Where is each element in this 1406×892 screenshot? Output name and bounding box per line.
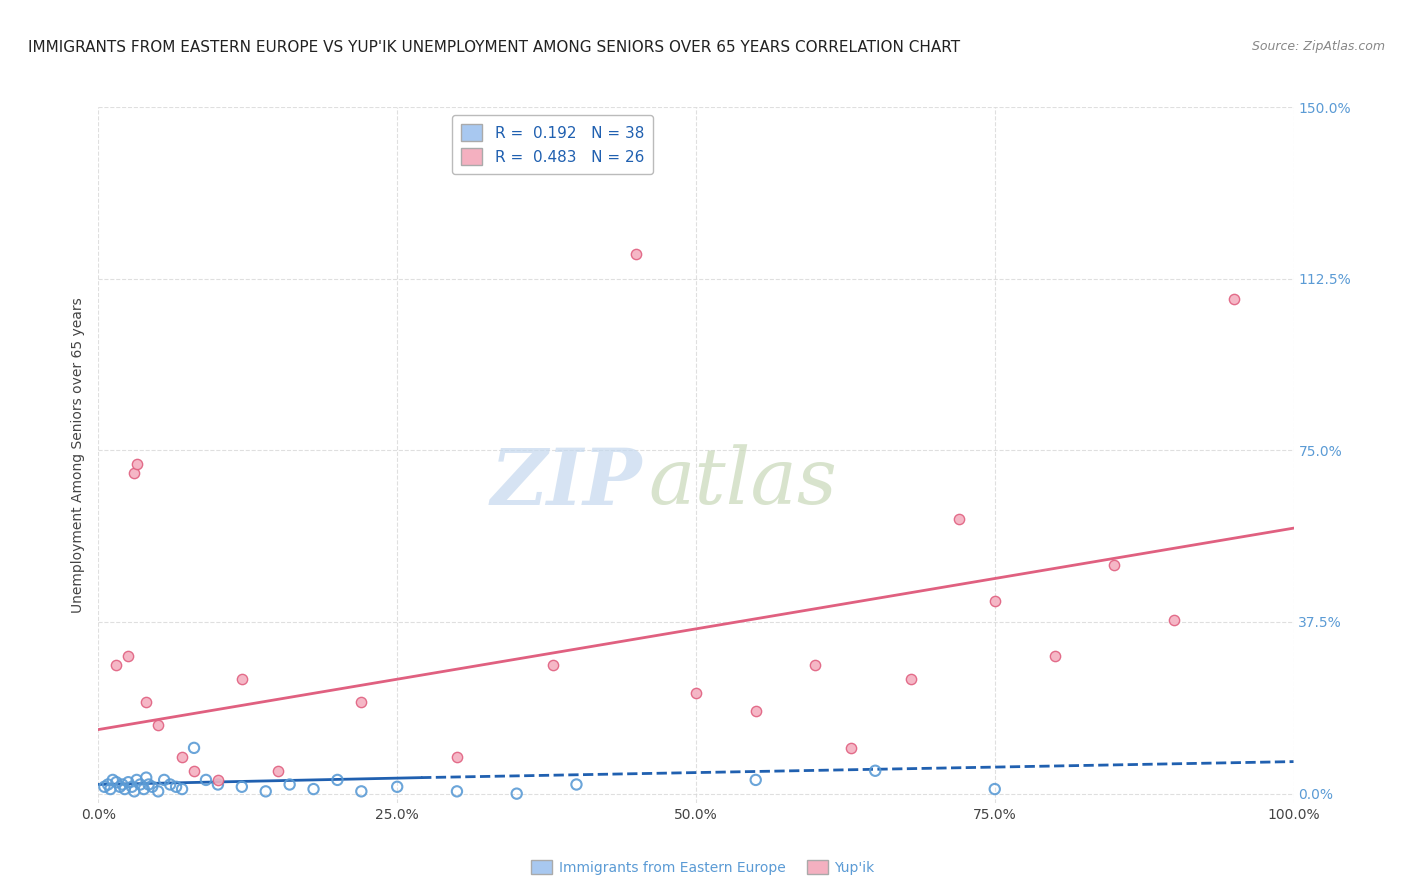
Point: [97, 777, 120, 791]
Point: [105, 775, 128, 789]
Point: [984, 594, 1007, 608]
Point: [138, 777, 160, 791]
Point: [172, 782, 194, 797]
Point: [159, 777, 181, 791]
Legend: Immigrants from Eastern Europe, Yup'ik: Immigrants from Eastern Europe, Yup'ik: [526, 855, 880, 880]
Legend: R =  0.192   N = 38, R =  0.483   N = 26: R = 0.192 N = 38, R = 0.483 N = 26: [451, 115, 654, 175]
Point: [231, 780, 253, 794]
Point: [117, 649, 139, 664]
Point: [101, 772, 124, 787]
Point: [153, 772, 176, 787]
Point: [135, 695, 157, 709]
Point: [124, 467, 146, 481]
Point: [254, 784, 277, 798]
Point: [1104, 558, 1126, 572]
Point: [1043, 649, 1066, 664]
Point: [105, 658, 128, 673]
Point: [626, 246, 648, 260]
Text: atlas: atlas: [648, 444, 837, 521]
Point: [278, 777, 301, 791]
Point: [745, 772, 768, 787]
Text: IMMIGRANTS FROM EASTERN EUROPE VS YUP'IK UNEMPLOYMENT AMONG SENIORS OVER 65 YEAR: IMMIGRANTS FROM EASTERN EUROPE VS YUP'IK…: [28, 40, 960, 55]
Point: [804, 658, 827, 673]
Point: [111, 777, 134, 791]
Point: [117, 775, 139, 789]
Point: [984, 782, 1007, 797]
Point: [183, 764, 205, 778]
Point: [350, 695, 373, 709]
Point: [745, 704, 768, 718]
Y-axis label: Unemployment Among Seniors over 65 years: Unemployment Among Seniors over 65 years: [72, 297, 86, 613]
Point: [685, 686, 707, 700]
Point: [148, 718, 170, 732]
Text: Source: ZipAtlas.com: Source: ZipAtlas.com: [1251, 40, 1385, 54]
Point: [195, 772, 218, 787]
Point: [231, 672, 253, 686]
Point: [165, 780, 187, 794]
Point: [207, 777, 229, 791]
Point: [541, 658, 564, 673]
Point: [506, 787, 529, 801]
Point: [207, 772, 229, 787]
Point: [132, 782, 155, 797]
Point: [93, 780, 115, 794]
Point: [121, 780, 143, 794]
Point: [385, 780, 409, 794]
Point: [183, 740, 205, 755]
Point: [124, 784, 146, 798]
Point: [125, 457, 148, 471]
Point: [1163, 613, 1185, 627]
Point: [841, 740, 863, 755]
Point: [326, 772, 349, 787]
Point: [114, 782, 136, 797]
Point: [141, 780, 163, 794]
Point: [267, 764, 290, 778]
Point: [900, 672, 922, 686]
Point: [129, 777, 152, 791]
Point: [108, 780, 131, 794]
Point: [1223, 293, 1246, 307]
Point: [302, 782, 325, 797]
Text: ZIP: ZIP: [491, 444, 643, 521]
Point: [135, 771, 157, 785]
Point: [446, 750, 468, 764]
Point: [865, 764, 887, 778]
Point: [446, 784, 468, 798]
Point: [98, 782, 122, 797]
Point: [172, 750, 194, 764]
Point: [350, 784, 373, 798]
Point: [125, 772, 148, 787]
Point: [565, 777, 588, 791]
Point: [148, 784, 170, 798]
Point: [948, 512, 970, 526]
